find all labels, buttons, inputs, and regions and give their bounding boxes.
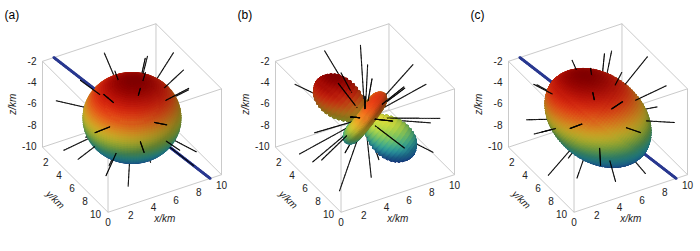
svg-text:-8: -8	[494, 120, 503, 131]
svg-text:0: 0	[105, 217, 111, 228]
svg-text:2: 2	[128, 210, 134, 221]
svg-text:-10: -10	[22, 141, 37, 152]
svg-text:2: 2	[509, 157, 515, 168]
svg-text:8: 8	[196, 187, 202, 198]
svg-text:-6: -6	[28, 98, 37, 109]
svg-text:4: 4	[616, 202, 623, 214]
svg-text:x/km: x/km	[153, 213, 175, 224]
svg-text:6: 6	[173, 195, 179, 206]
svg-text:z/km: z/km	[240, 94, 251, 116]
svg-text:(a): (a)	[5, 8, 20, 22]
svg-text:6: 6	[69, 183, 75, 194]
svg-text:-4: -4	[261, 77, 270, 88]
svg-text:4: 4	[383, 202, 390, 214]
svg-text:-8: -8	[28, 120, 37, 131]
svg-text:-4: -4	[494, 77, 503, 88]
svg-text:4: 4	[150, 202, 157, 214]
svg-text:-2: -2	[494, 56, 503, 67]
svg-text:-10: -10	[255, 141, 270, 152]
svg-text:8: 8	[315, 196, 321, 207]
svg-text:2: 2	[361, 210, 367, 221]
svg-text:-4: -4	[28, 77, 37, 88]
svg-text:6: 6	[535, 183, 541, 194]
svg-text:10: 10	[90, 209, 102, 220]
svg-text:-2: -2	[261, 56, 270, 67]
svg-text:4: 4	[289, 170, 295, 181]
svg-text:-8: -8	[261, 120, 270, 131]
svg-text:y/km: y/km	[509, 187, 532, 210]
svg-text:10: 10	[682, 180, 694, 191]
svg-text:8: 8	[548, 196, 554, 207]
svg-text:-2: -2	[28, 56, 37, 67]
svg-text:z/km: z/km	[473, 94, 484, 116]
svg-text:0: 0	[571, 217, 577, 228]
svg-text:10: 10	[323, 209, 335, 220]
svg-text:(c): (c)	[471, 8, 485, 22]
svg-text:4: 4	[56, 170, 62, 181]
svg-text:10: 10	[556, 209, 568, 220]
svg-text:2: 2	[594, 210, 600, 221]
svg-text:8: 8	[662, 187, 668, 198]
svg-text:10: 10	[449, 180, 461, 191]
svg-text:0: 0	[338, 217, 344, 228]
svg-text:2: 2	[43, 157, 49, 168]
svg-text:6: 6	[639, 195, 645, 206]
svg-text:x/km: x/km	[386, 213, 408, 224]
svg-text:6: 6	[302, 183, 308, 194]
svg-text:(b): (b)	[238, 8, 253, 22]
svg-text:8: 8	[429, 187, 435, 198]
svg-text:-6: -6	[261, 98, 270, 109]
svg-text:-10: -10	[488, 141, 503, 152]
svg-text:4: 4	[522, 170, 528, 181]
svg-text:z/km: z/km	[7, 94, 18, 116]
svg-text:x/km: x/km	[619, 213, 641, 224]
svg-text:-6: -6	[494, 98, 503, 109]
svg-text:2: 2	[276, 157, 282, 168]
svg-text:10: 10	[216, 180, 228, 191]
svg-text:6: 6	[406, 195, 412, 206]
svg-text:y/km: y/km	[276, 187, 299, 210]
svg-text:8: 8	[82, 196, 88, 207]
svg-text:y/km: y/km	[43, 187, 66, 210]
